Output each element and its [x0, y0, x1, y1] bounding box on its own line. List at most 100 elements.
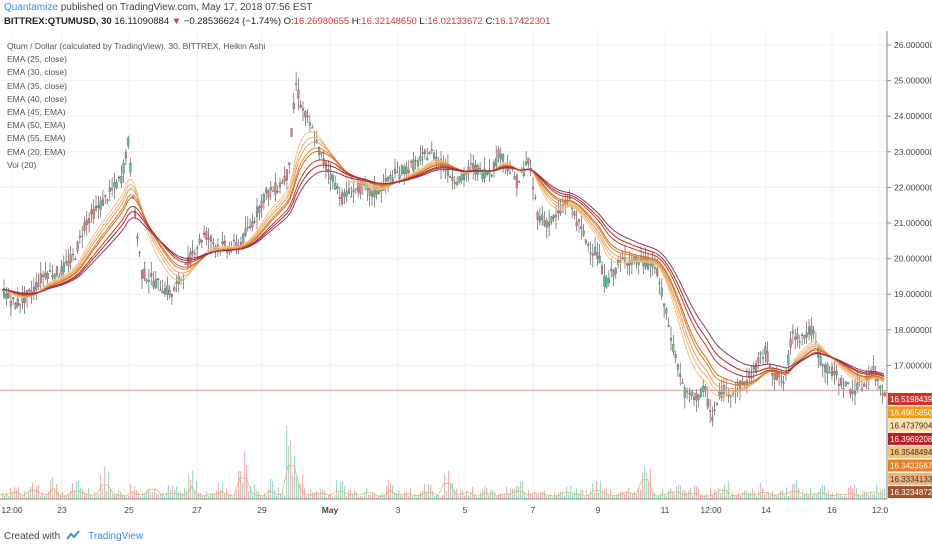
legend-ema-55[interactable]: EMA (55, EMA) — [7, 133, 66, 144]
price-badge — [888, 486, 932, 499]
candle-body — [515, 175, 518, 189]
volume-bar — [810, 487, 812, 499]
candle-body — [819, 355, 822, 366]
volume-bar — [208, 496, 210, 499]
candle-body — [152, 281, 155, 288]
volume-bar — [284, 495, 286, 499]
volume-bar — [330, 493, 332, 499]
volume-bar — [58, 492, 60, 499]
volume-bar — [374, 494, 376, 499]
candle-body — [276, 191, 279, 193]
volume-bar — [554, 491, 556, 499]
volume-bar — [84, 492, 86, 499]
volume-bar — [66, 495, 68, 499]
legend-ema-30[interactable]: EMA (30, close) — [7, 67, 67, 78]
candle-body — [253, 221, 256, 223]
candle-body — [787, 354, 790, 365]
volume-ma-line — [0, 465, 883, 497]
volume-bar — [514, 489, 516, 499]
candle-body — [251, 221, 254, 228]
volume-bar — [156, 493, 158, 499]
volume-bar — [568, 492, 570, 499]
x-tick-label: 12:00 — [1, 505, 23, 515]
publish-info: published on TradingView.com, May 17, 20… — [57, 2, 313, 13]
volume-bar — [666, 496, 668, 499]
volume-bar — [724, 484, 726, 499]
candle-body — [12, 297, 15, 300]
candle-body — [518, 181, 521, 183]
legend-ema-45[interactable]: EMA (45, EMA) — [7, 107, 66, 118]
candle-body — [840, 377, 843, 386]
volume-bar — [634, 491, 636, 499]
legend-ema-50[interactable]: EMA (50, EMA) — [7, 120, 66, 131]
volume-bar — [342, 481, 344, 499]
volume-bar — [820, 488, 822, 499]
volume-bar — [734, 495, 736, 499]
candle-body — [19, 303, 22, 306]
volume-bar — [4, 495, 6, 499]
volume-bar — [318, 493, 320, 499]
volume-bar — [778, 494, 780, 499]
volume-bar — [550, 494, 552, 499]
candle-body — [387, 177, 390, 181]
volume-bar — [236, 489, 238, 499]
price-badge-label: 16.49658507 — [890, 408, 932, 417]
volume-bar — [394, 492, 396, 499]
volume-bar — [506, 486, 508, 499]
volume-bar — [158, 494, 160, 499]
x-tick-label: 7 — [531, 505, 536, 515]
candle-body — [285, 169, 288, 181]
candle-body — [170, 294, 173, 297]
candle-body — [90, 209, 93, 215]
volume-bar — [838, 494, 840, 499]
volume-bar — [576, 488, 578, 499]
volume-bar — [752, 488, 754, 499]
volume-bar — [796, 479, 798, 499]
candle-body — [426, 157, 429, 161]
candle-body — [405, 166, 408, 175]
volume-bar — [808, 495, 810, 499]
volume-bar — [678, 484, 680, 499]
volume-bar — [858, 493, 860, 499]
price-chart[interactable]: 26.00000000 25.00000000 24.00000000 23.0000… — [0, 31, 932, 527]
legend-volume[interactable]: Vol (20) — [7, 159, 37, 170]
candle-body — [531, 186, 535, 190]
tradingview-link[interactable]: TradingView — [88, 530, 144, 542]
volume-bar — [120, 491, 122, 499]
candle-body — [826, 364, 829, 374]
volume-bar — [298, 483, 300, 499]
candle-body — [658, 282, 661, 284]
y-tick-label: 26.00000000 — [894, 40, 932, 50]
volume-bar — [538, 494, 540, 499]
volume-bar — [468, 495, 470, 499]
volume-bar — [870, 491, 872, 499]
volume-bar — [694, 485, 696, 499]
legend-ema-20[interactable]: EMA (20, EMA) — [7, 146, 66, 157]
volume-bar — [704, 494, 706, 499]
legend-ema-25[interactable]: EMA (25, close) — [7, 54, 67, 65]
candle-body — [660, 287, 663, 297]
volume-bar — [166, 492, 168, 499]
volume-bar — [50, 480, 52, 499]
volume-bar — [90, 494, 92, 499]
volume-bar — [64, 495, 66, 499]
volume-bar — [402, 495, 404, 499]
candle-body — [366, 185, 369, 191]
candle-body — [656, 268, 659, 276]
volume-bar — [188, 473, 190, 499]
candle-body — [667, 325, 670, 327]
candle-body — [301, 108, 305, 111]
volume-bar — [274, 489, 276, 499]
volume-bar — [88, 488, 90, 499]
legend-ema-40[interactable]: EMA (40, close) — [7, 93, 67, 104]
volume-bar — [172, 485, 174, 499]
volume-bar — [628, 488, 630, 499]
volume-bar — [632, 493, 634, 499]
volume-bar — [806, 493, 808, 499]
legend-ema-35[interactable]: EMA (35, close) — [7, 80, 67, 91]
brand-link[interactable]: Quantamize — [4, 2, 58, 13]
price-badge-label: 16.33341336 — [890, 475, 932, 484]
candle-body — [663, 303, 666, 307]
candle-body — [359, 182, 362, 194]
volume-bar — [736, 494, 738, 499]
